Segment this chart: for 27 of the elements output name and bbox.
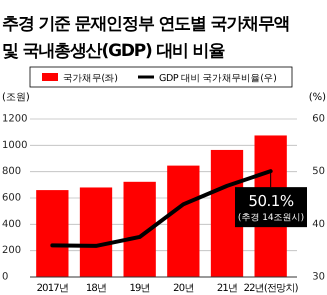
y-axis-title: (조원) [2,92,30,103]
annotation: 50.1% (추경 14조원시) [238,192,304,224]
x-tick-label: 22년(전망치) [244,283,299,294]
y-tick-label: 800 [2,166,22,178]
y2-tick-label: 50 [312,166,325,178]
bar [167,166,200,277]
x-tick-label: 2017년 [36,283,68,294]
y-tick-label: 600 [2,192,22,204]
legend-label: GDP 대비 국가채무비율(우) [159,73,276,84]
legend-label: 국가채무(좌) [63,73,118,84]
y2-tick-label: 30 [312,272,325,282]
y2-axis-title: (%) [308,92,326,103]
y-tick-label: 1000 [2,140,28,151]
y2-tick-label: 60 [312,114,325,124]
x-tick-label: 18년 [86,283,106,294]
chart-title: 추경 기준 문재인정부 연도별 국가채무액 및 국내총생산(GDP) 대비 비율 [2,14,290,61]
x-tick-label: 20년 [173,283,194,294]
y-tick-label: 0 [2,272,8,282]
y2-tick-label: 40 [312,218,325,230]
y-tick-label: 200 [2,245,22,256]
bar [36,190,68,277]
x-tick-label: 19년 [130,283,150,294]
bar [124,182,156,277]
y-tick-label: 400 [2,218,22,230]
x-tick-label: 21년 [216,283,238,294]
bar [80,187,112,277]
y-tick-label: 1200 [2,114,28,124]
